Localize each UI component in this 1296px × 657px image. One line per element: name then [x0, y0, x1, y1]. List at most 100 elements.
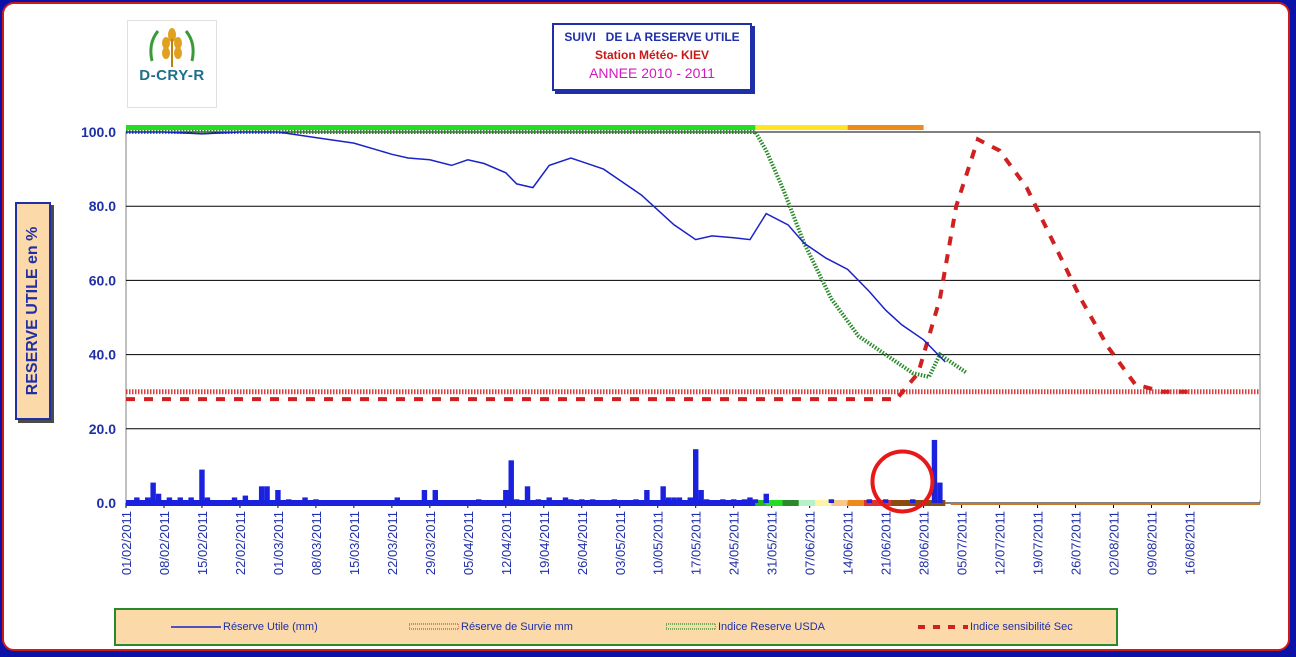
rain-bar [937, 482, 943, 503]
rain-bar [633, 499, 639, 503]
logo: D-CRY-R [127, 20, 217, 108]
phase-band-top [755, 125, 848, 130]
rain-bar [144, 497, 151, 503]
phase-band-bottom [126, 500, 756, 506]
x-tick-label: 28/06/2011 [917, 511, 932, 575]
rain-bar [524, 486, 531, 503]
rain-bar [204, 497, 211, 503]
phase-band-bottom [782, 500, 799, 506]
phase-band-bottom [891, 500, 946, 506]
rain-bar [155, 493, 162, 503]
rain-bar [546, 497, 552, 503]
chart-title: SUIVI DE LA RESERVE UTILE [564, 30, 740, 44]
rain-bar [394, 497, 401, 503]
rain-bar [828, 499, 835, 503]
legend-label: Réserve Utile (mm) [223, 621, 318, 633]
rain-bar [286, 499, 292, 503]
legend-swatch-line [171, 626, 221, 628]
x-tick-label: 15/03/2011 [347, 511, 362, 575]
phase-band-top [126, 125, 756, 130]
chart-svg: 0.0 20.0 40.0 60.0 80.0 100.0 01/02/2011 08/02/… [81, 124, 1261, 575]
legend: Réserve Utile (mm) Réserve de Survie mm … [114, 608, 1118, 646]
x-tick-label: 03/05/2011 [613, 511, 628, 575]
phase-band-bottom [755, 500, 767, 506]
rain-bar [671, 497, 677, 503]
x-tick-label: 10/05/2011 [651, 511, 666, 575]
x-tick-label: 07/06/2011 [803, 511, 818, 575]
rain-bar [611, 499, 618, 503]
x-tick-label: 16/08/2011 [1182, 511, 1197, 575]
rain-bar [231, 497, 238, 503]
rain-bar [730, 499, 737, 503]
legend-swatch-dashed [918, 625, 968, 629]
rain-bar [693, 449, 699, 503]
x-tick-label: 08/03/2011 [309, 511, 324, 575]
y-tick-label: 40.0 [89, 347, 116, 363]
rain-bar [150, 482, 156, 503]
series-indice-usda [126, 130, 969, 380]
highlight-circle [870, 449, 935, 514]
rain-bar [264, 486, 270, 503]
rain-bar [177, 497, 183, 503]
legend-label: Indice Reserve USDA [718, 621, 825, 633]
series-reserve-utile [126, 131, 946, 363]
wheat-logo-icon [149, 28, 195, 67]
y-tick-label: 0.0 [97, 495, 117, 511]
chart-title-box: SUIVI DE LA RESERVE UTILE Station Météo-… [552, 23, 752, 91]
rain-bar [703, 499, 710, 503]
x-tick-label: 17/05/2011 [689, 511, 704, 575]
rain-bar [866, 499, 873, 503]
rain-bar [432, 490, 438, 503]
rain-bar [302, 497, 308, 503]
x-tick-label: 22/02/2011 [233, 511, 248, 575]
y-tick-label: 60.0 [89, 272, 116, 288]
phase-band-bottom [831, 500, 848, 506]
rain-bar [313, 499, 319, 503]
rain-bar [134, 497, 140, 503]
x-tick-label: 21/06/2011 [879, 511, 894, 575]
rain-bar [568, 499, 574, 503]
x-tick-label: 14/06/2011 [841, 511, 856, 575]
y-tick-label: 100.0 [81, 124, 116, 140]
rain-bar [535, 499, 542, 503]
rain-bar [752, 499, 759, 503]
phase-band-bottom [766, 500, 783, 506]
rain-bar [242, 495, 249, 503]
x-tick-label: 12/04/2011 [499, 511, 514, 575]
rain-bar [589, 499, 596, 503]
legend-label: Réserve de Survie mm [461, 621, 573, 633]
x-tick-label: 19/07/2011 [1031, 511, 1046, 575]
plot-blank-area [933, 429, 1260, 500]
rain-bar [741, 499, 748, 503]
rain-bar [199, 469, 205, 503]
rain-bar [910, 499, 916, 503]
rain-bar [882, 499, 889, 503]
y-axis-label-box: RESERVE UTILE en % [15, 202, 51, 420]
x-tick-label: 24/05/2011 [727, 511, 742, 575]
chart-station: Station Météo- KIEV [594, 48, 709, 62]
x-tick-label: 22/03/2011 [385, 511, 400, 575]
phase-band-bottom [815, 500, 832, 506]
x-tick-label: 01/02/2011 [119, 511, 134, 575]
legend-swatch-dotted [666, 623, 716, 630]
x-tick-label: 01/03/2011 [271, 511, 286, 575]
rain-bar [931, 439, 938, 503]
x-tick-label: 31/05/2011 [765, 511, 780, 575]
rain-bar [676, 497, 683, 503]
rain-bar [166, 497, 173, 503]
rain-bar [258, 486, 265, 503]
rain-bar [660, 486, 666, 503]
x-tick-label: 02/08/2011 [1107, 511, 1122, 575]
phase-band-bottom [847, 500, 864, 506]
rain-bar [687, 497, 693, 503]
y-tick-label: 20.0 [89, 421, 116, 437]
rain-bar [698, 490, 704, 503]
rain-bar [720, 499, 726, 503]
rain-bar [513, 499, 520, 503]
x-tick-label: 29/03/2011 [423, 511, 438, 575]
rain-bar [508, 460, 514, 503]
logo-text: D-CRY-R [139, 67, 205, 84]
rain-bar [579, 499, 585, 503]
series-indice-sec [126, 136, 1190, 402]
rain-bar [275, 490, 281, 503]
